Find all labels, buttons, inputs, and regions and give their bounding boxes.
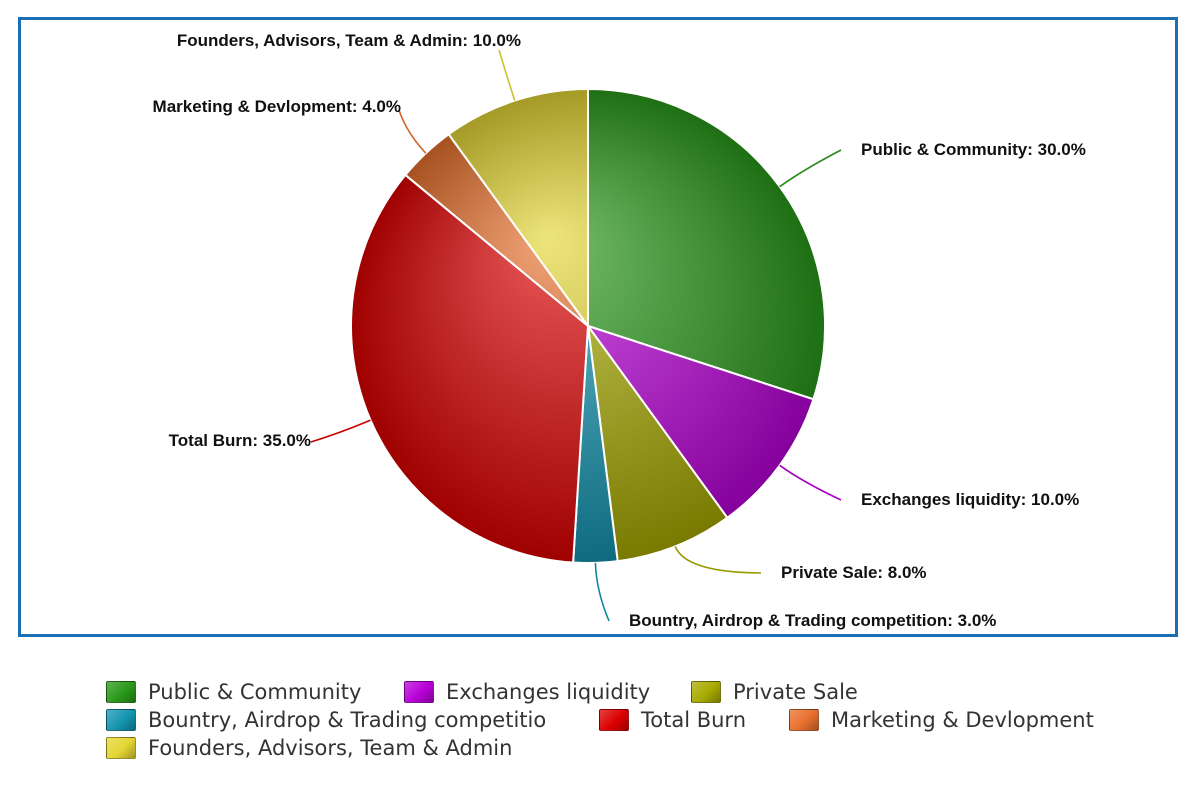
legend-item-exchanges-liquidity[interactable]: Exchanges liquidity <box>404 678 650 706</box>
legend-label: Public & Community <box>148 680 362 704</box>
pie-slice-public-community[interactable] <box>587 87 826 401</box>
leader-line-bountry-airdrop-trading-competition <box>594 562 610 622</box>
legend-item-bountry-airdrop[interactable]: Bountry, Airdrop & Trading competitio <box>106 706 546 734</box>
leader-line-exchanges-liquidity <box>779 464 842 501</box>
slice-label-total-burn: Total Burn: 35.0% <box>169 431 311 450</box>
legend-label: Total Burn <box>641 708 747 732</box>
slice-label-founders-advisors-team-admin: Founders, Advisors, Team & Admin: 10.0% <box>177 31 521 50</box>
legend-swatch <box>789 709 819 731</box>
pie-slices <box>350 87 826 564</box>
slice-label-public-community: Public & Community: 30.0% <box>861 140 1086 159</box>
legend-swatch <box>106 737 136 759</box>
slice-label-marketing-devlopment: Marketing & Devlopment: 4.0% <box>153 97 401 116</box>
legend-swatch <box>404 681 434 703</box>
leader-line-public-community <box>779 149 842 188</box>
legend-label: Bountry, Airdrop & Trading competitio <box>148 708 547 732</box>
legend-item-marketing-devlopment[interactable]: Marketing & Devlopment <box>789 706 1094 734</box>
leader-line-private-sale <box>674 546 762 574</box>
legend-row: Founders, Advisors, Team & Admin <box>106 734 1166 762</box>
chart-frame: Public & Community: 30.0% Exchanges liqui… <box>18 17 1178 637</box>
legend-label: Private Sale <box>733 680 858 704</box>
leader-line-total-burn <box>310 419 371 443</box>
legend-item-total-burn[interactable]: Total Burn <box>599 706 746 734</box>
slice-label-private-sale: Private Sale: 8.0% <box>781 563 927 582</box>
pie-slice-private-sale[interactable] <box>587 325 729 563</box>
legend: Public & Community Exchanges liquidity P… <box>106 678 1166 762</box>
legend-swatch <box>599 709 629 731</box>
legend-swatch <box>691 681 721 703</box>
legend-swatch <box>106 709 136 731</box>
legend-item-private-sale[interactable]: Private Sale <box>691 678 858 706</box>
legend-item-public-community[interactable]: Public & Community <box>106 678 361 706</box>
legend-label: Exchanges liquidity <box>446 680 651 704</box>
legend-row: Public & Community Exchanges liquidity P… <box>106 678 1166 706</box>
leader-line-marketing-devlopment <box>398 109 427 154</box>
legend-item-founders-advisors[interactable]: Founders, Advisors, Team & Admin <box>106 734 512 762</box>
pie-slice-total-burn[interactable] <box>350 173 590 564</box>
legend-swatch <box>106 681 136 703</box>
pie-chart: Public & Community: 30.0% Exchanges liqui… <box>153 31 1086 630</box>
legend-row: Bountry, Airdrop & Trading competitio To… <box>106 706 1166 734</box>
slice-label-bountry-airdrop-trading-competition: Bountry, Airdrop & Trading competition: … <box>629 611 996 630</box>
leader-lines <box>310 49 842 622</box>
legend-label: Founders, Advisors, Team & Admin <box>148 736 513 760</box>
slice-label-exchanges-liquidity: Exchanges liquidity: 10.0% <box>861 490 1079 509</box>
leader-line-founders-advisors-team-admin <box>498 49 516 101</box>
slice-labels: Public & Community: 30.0% Exchanges liqui… <box>153 31 1086 630</box>
legend-label: Marketing & Devlopment <box>831 708 1094 732</box>
